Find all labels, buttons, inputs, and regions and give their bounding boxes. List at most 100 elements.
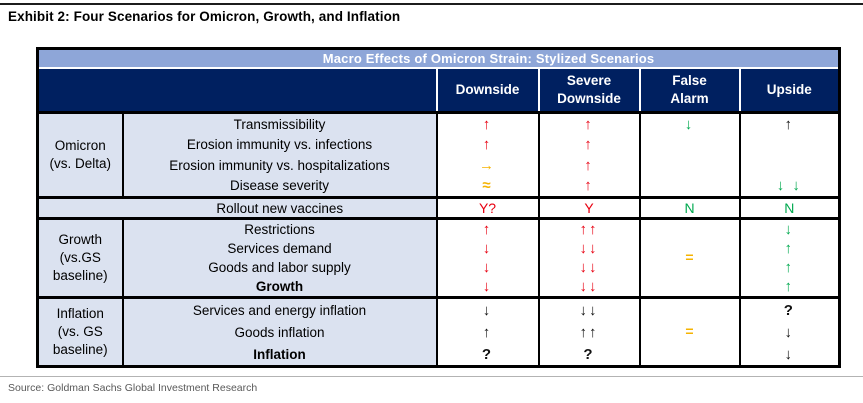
vaccine-value: N: [784, 200, 795, 216]
indicator-arrow: ↓: [482, 240, 493, 257]
growth-upside-cell: ↓ ↑ ↑ ↑: [738, 217, 841, 299]
source-note: Source: Goldman Sachs Global Investment …: [8, 382, 258, 394]
indicator-arrow: ↓: [482, 259, 493, 276]
vaccine-value: Y: [584, 200, 594, 216]
indicator-arrow: [642, 135, 738, 156]
indicator-arrow: ↓↓: [579, 240, 599, 257]
vaccine-false-alarm-cell: N: [638, 196, 741, 220]
indicator-arrow: ↑: [584, 156, 594, 174]
table-title-bar: Macro Effects of Omicron Strain: Stylize…: [37, 48, 840, 69]
indicator-arrow: →: [479, 156, 496, 174]
row-name: Growth: [255, 279, 304, 294]
row-name: Restrictions: [244, 222, 315, 237]
header-empty-cell: [37, 68, 437, 113]
bottom-rule: [0, 376, 863, 377]
indicator-arrow: ≈: [482, 177, 493, 195]
exhibit-title: Exhibit 2: Four Scenarios for Omicron, G…: [8, 9, 401, 24]
indicator-arrow: ↑: [584, 115, 594, 133]
inflation-row-names: Services and energy inflation Goods infla…: [121, 296, 438, 368]
column-header-false-alarm: False Alarm: [638, 67, 741, 114]
row-name: Services and energy inflation: [192, 302, 367, 318]
row-name: Transmissibility: [233, 116, 326, 132]
growth-section-label: Growth (vs.GS baseline): [36, 217, 124, 299]
indicator-arrow: ↓↓: [579, 259, 599, 276]
vaccine-upside-cell: N: [738, 196, 841, 220]
growth-section-row: Growth (vs.GS baseline) Restrictions Serv…: [36, 217, 841, 299]
indicator-arrow: ↓: [784, 323, 795, 341]
indicator-arrow: ↑: [482, 323, 493, 341]
inflation-section-row: Inflation (vs. GS baseline) Services and…: [36, 296, 841, 368]
indicator-arrow: ↑: [784, 240, 795, 257]
indicator-arrow: [642, 155, 738, 176]
indicator-arrow: ↑: [482, 136, 493, 154]
section-label-line: Omicron: [54, 137, 106, 153]
indicator-arrow: ?: [583, 345, 595, 363]
indicator-arrow: ?: [783, 301, 795, 319]
indicator-arrow: ↑: [784, 278, 795, 295]
section-label-line: (vs. Delta): [49, 156, 111, 171]
section-label-line: Growth: [58, 231, 102, 247]
indicator-arrow: ↓↓: [579, 278, 599, 295]
vaccine-severe-downside-cell: Y: [537, 196, 641, 220]
inflation-false-alarm-cell: =: [638, 296, 741, 368]
table-title: Macro Effects of Omicron Strain: Stylize…: [322, 51, 655, 66]
row-name: Erosion immunity vs. hospitalizations: [169, 157, 390, 173]
indicator-arrow: ↑: [482, 115, 493, 133]
indicator-arrow: ↓: [784, 345, 795, 363]
omicron-severe-downside-cell: ↑ ↑ ↑ ↑: [537, 111, 641, 199]
inflation-severe-downside-cell: ↓↓ ↑↑?: [537, 296, 641, 368]
indicator-arrow: ↑↑: [579, 323, 599, 341]
section-label-line: baseline): [52, 342, 108, 358]
inflation-section-label: Inflation (vs. GS baseline): [36, 296, 124, 368]
omicron-false-alarm-cell: ↓: [638, 111, 741, 199]
indicator-arrow: [642, 176, 738, 196]
top-rule: [0, 3, 863, 5]
growth-severe-downside-cell: ↑↑ ↓↓ ↓↓ ↓↓: [537, 217, 641, 299]
indicator-arrow: ↓ ↓: [776, 177, 802, 195]
indicator-arrow: ↓: [482, 278, 493, 295]
section-label-line: Inflation: [56, 305, 104, 321]
equals-indicator: =: [685, 249, 694, 265]
column-header-downside: Downside: [435, 67, 540, 114]
omicron-downside-cell: ↑ ↑ → ≈: [435, 111, 540, 199]
growth-row-names: Restrictions Services demand Goods and lab…: [121, 217, 438, 299]
row-name: Goods and labor supply: [208, 260, 351, 275]
indicator-arrow: ↑: [584, 136, 594, 154]
indicator-arrow: ?: [481, 345, 494, 363]
growth-false-alarm-cell: =: [638, 217, 741, 299]
section-label-line: (vs.GS: [59, 249, 101, 265]
indicator-arrow: ↓: [784, 221, 795, 239]
row-name: Services demand: [227, 241, 332, 256]
indicator-arrow: ↑: [584, 177, 594, 195]
indicator-arrow: [742, 135, 838, 156]
indicator-arrow: ↑: [482, 221, 493, 239]
row-name: Inflation: [253, 346, 306, 362]
column-header-severe-downside: Severe Downside: [537, 67, 641, 114]
omicron-upside-cell: ↑ ↓ ↓: [738, 111, 841, 199]
indicator-arrow: [742, 155, 838, 176]
omicron-section-label: Omicron (vs. Delta): [36, 111, 124, 199]
indicator-arrow: ↑↑: [579, 221, 599, 239]
section-label-line: baseline): [52, 268, 108, 284]
row-name: Disease severity: [229, 178, 330, 194]
inflation-upside-cell: ? ↓ ↓: [738, 296, 841, 368]
indicator-arrow: ↓: [482, 301, 493, 319]
section-label-line: (vs. GS: [57, 323, 103, 339]
omicron-section-row: Omicron (vs. Delta) Transmissibility Eros…: [36, 111, 841, 199]
indicator-arrow: ↑: [784, 259, 795, 276]
growth-downside-cell: ↑ ↓ ↓ ↓: [435, 217, 540, 299]
indicator-arrow: ↓: [684, 115, 695, 133]
column-header-upside: Upside: [738, 67, 841, 114]
indicator-arrow: ↑: [784, 115, 795, 133]
indicator-arrow: ↓↓: [579, 301, 599, 319]
inflation-downside-cell: ↓ ↑?: [435, 296, 540, 368]
omicron-row-names: Transmissibility Erosion immunity vs. inf…: [121, 111, 438, 199]
table-title-row: Macro Effects of Omicron Strain: Stylize…: [37, 48, 840, 69]
scenario-table: Macro Effects of Omicron Strain: Stylize…: [36, 47, 842, 368]
vaccine-value: Y?: [478, 200, 497, 216]
row-name: Erosion immunity vs. infections: [186, 137, 373, 153]
vaccine-row: Rollout new vaccines Y? Y N N: [36, 196, 841, 220]
row-name: Goods inflation: [234, 324, 325, 340]
vaccine-downside-cell: Y?: [435, 196, 540, 220]
vaccine-row-label: Rollout new vaccines: [36, 196, 438, 220]
